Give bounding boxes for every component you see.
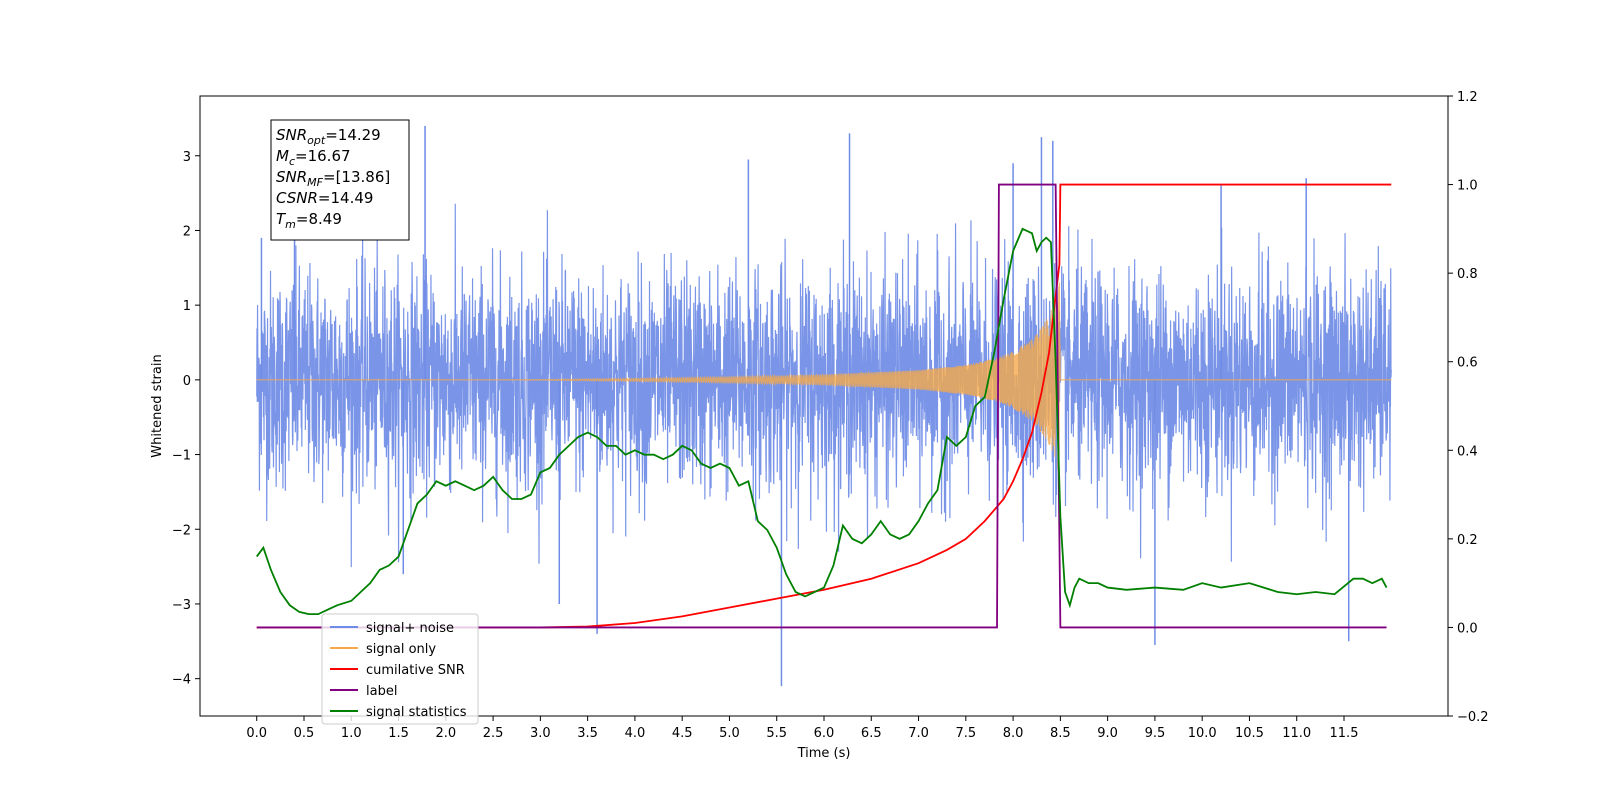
y-tick-label: −4 xyxy=(172,673,191,688)
legend-label: signal only xyxy=(366,642,436,657)
x-tick-label: 9.0 xyxy=(1097,726,1118,741)
y-tick-label: −2 xyxy=(172,523,191,538)
y-axis-label: Whitened strain xyxy=(150,354,165,457)
series-layer xyxy=(256,125,1392,687)
y-tick-label: 0 xyxy=(183,374,191,389)
stats-line: CSNR=14.49 xyxy=(276,189,373,207)
x-tick-label: 1.5 xyxy=(388,726,409,741)
x-tick-label: 5.5 xyxy=(766,726,787,741)
y-tick-label: 1 xyxy=(183,299,191,314)
stat-value: =8.49 xyxy=(296,210,342,228)
x-tick-label: 3.5 xyxy=(577,726,598,741)
y-tick-label: 2 xyxy=(183,224,191,239)
stats-line: SNRopt=14.29 xyxy=(276,126,381,147)
legend-label: signal+ noise xyxy=(366,621,454,636)
x-tick-label: 3.0 xyxy=(530,726,551,741)
stat-subscript: opt xyxy=(307,134,326,147)
x-tick-label: 8.5 xyxy=(1050,726,1071,741)
stat-symbol: SNR xyxy=(276,126,307,144)
stat-value: =14.49 xyxy=(318,189,374,207)
stat-subscript: MF xyxy=(307,176,323,189)
legend-frame xyxy=(321,613,479,725)
y-axis: 3 2 1 0 −1 −2 −3 −4 xyxy=(172,150,200,688)
stats-line: Mc=16.67 xyxy=(276,147,351,168)
y2-tick-label: 0.0 xyxy=(1457,621,1478,636)
x-tick-label: 4.5 xyxy=(672,726,693,741)
x-tick-label: 7.5 xyxy=(955,726,976,741)
stats-line: SNRMF=[13.86] xyxy=(276,168,390,189)
stat-symbol: SNR xyxy=(276,168,307,186)
stats-box: SNRopt=14.29Mc=16.67SNRMF=[13.86]CSNR=14… xyxy=(270,119,410,241)
x-tick-label: 9.5 xyxy=(1145,726,1166,741)
series-signal-statistics xyxy=(256,227,1388,616)
stat-symbol: M xyxy=(276,147,289,165)
y2-tick-label: −0.2 xyxy=(1457,710,1489,725)
stat-subscript: c xyxy=(289,155,295,168)
y2-tick-label: 0.4 xyxy=(1457,444,1478,459)
x-tick-label: 5.0 xyxy=(719,726,740,741)
y2-tick-label: 0.6 xyxy=(1457,356,1478,371)
legend-label: signal statistics xyxy=(366,705,467,720)
legend: signal+ noise signal only cumilative SNR la… xyxy=(321,613,479,725)
x-tick-label: 0.5 xyxy=(294,726,315,741)
x-tick-label: 1.0 xyxy=(341,726,362,741)
legend-label: label xyxy=(366,684,397,699)
x-tick-label: 0.0 xyxy=(246,726,267,741)
y2-tick-label: 0.8 xyxy=(1457,267,1478,282)
x-tick-label: 11.5 xyxy=(1330,726,1359,741)
stat-value: =[13.86] xyxy=(323,168,390,186)
stats-box-frame xyxy=(270,119,410,241)
y2-axis: 1.2 1.0 0.8 0.6 0.4 0.2 0.0 −0.2 xyxy=(1448,90,1489,725)
y2-tick-label: 1.0 xyxy=(1457,179,1478,194)
series-cumulative-snr xyxy=(256,183,1392,629)
x-tick-label: 2.0 xyxy=(435,726,456,741)
y-tick-label: −3 xyxy=(172,598,191,613)
y2-tick-label: 1.2 xyxy=(1457,90,1478,105)
y2-tick-label: 0.2 xyxy=(1457,533,1478,548)
x-tick-label: 10.5 xyxy=(1235,726,1264,741)
x-tick-label: 8.0 xyxy=(1003,726,1024,741)
x-axis: 0.0 0.5 1.0 1.5 2.0 2.5 3.0 3.5 4.0 4.5 5.0 5.5 6.0 6… xyxy=(246,716,1358,741)
x-tick-label: 7.0 xyxy=(908,726,929,741)
x-tick-label: 4.0 xyxy=(625,726,646,741)
stat-subscript: m xyxy=(285,218,296,231)
x-tick-label: 2.5 xyxy=(483,726,504,741)
stats-line: Tm=8.49 xyxy=(276,210,342,231)
y-tick-label: −1 xyxy=(172,449,191,464)
x-tick-label: 6.5 xyxy=(861,726,882,741)
stat-symbol: CSNR xyxy=(276,189,318,207)
stat-symbol: T xyxy=(276,210,287,228)
x-tick-label: 11.0 xyxy=(1282,726,1311,741)
x-tick-label: 10.0 xyxy=(1188,726,1217,741)
y-tick-label: 3 xyxy=(183,150,191,165)
series-label xyxy=(256,183,1387,629)
legend-label: cumilative SNR xyxy=(366,663,465,678)
series-signal-only xyxy=(256,282,1392,470)
x-axis-label: Time (s) xyxy=(797,746,851,761)
x-tick-label: 6.0 xyxy=(814,726,835,741)
stat-value: =14.29 xyxy=(325,126,381,144)
series-signal-noise xyxy=(256,203,1392,568)
stat-value: =16.67 xyxy=(295,147,351,165)
